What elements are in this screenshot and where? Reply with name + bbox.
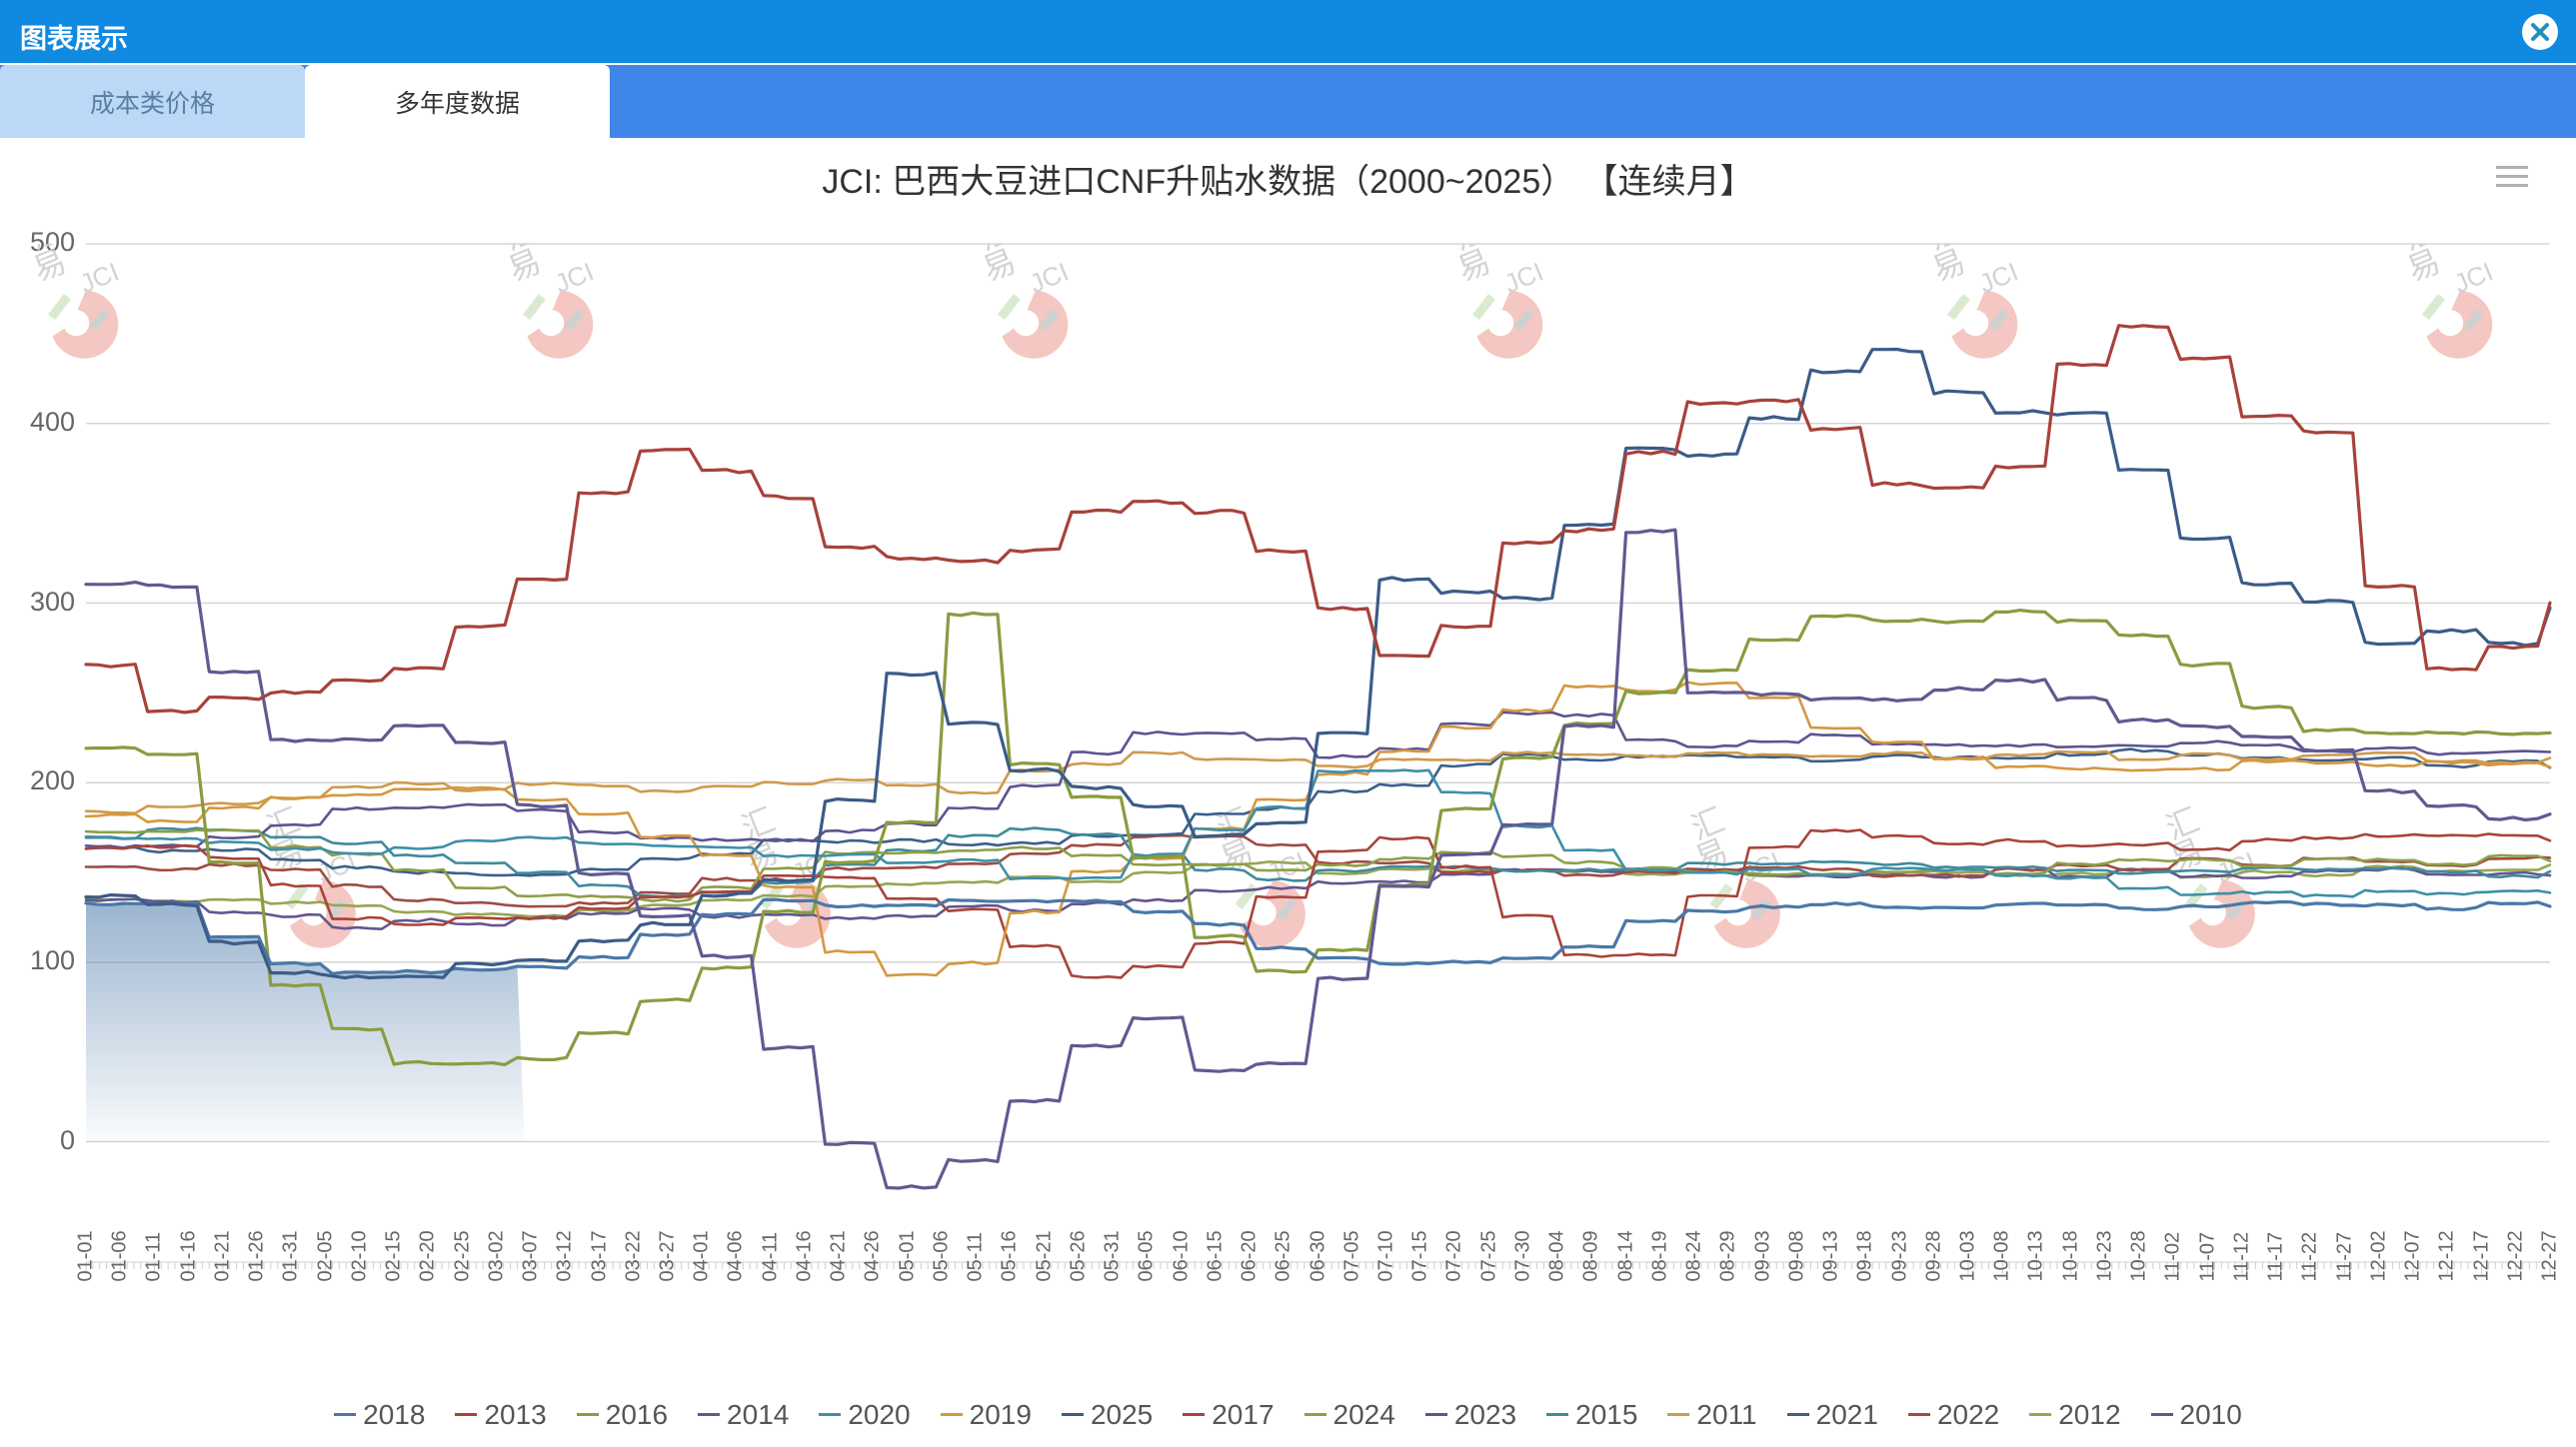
svg-text:JCI: JCI [1500, 1435, 1547, 1447]
svg-text:JCI: JCI [1263, 845, 1309, 887]
svg-text:JCI: JCI [76, 1435, 123, 1447]
svg-text:JCI: JCI [1975, 1435, 2022, 1447]
svg-text:JCI: JCI [551, 1435, 598, 1447]
svg-text:JCI: JCI [1026, 1435, 1073, 1447]
svg-text:JCI: JCI [2450, 1435, 2497, 1447]
